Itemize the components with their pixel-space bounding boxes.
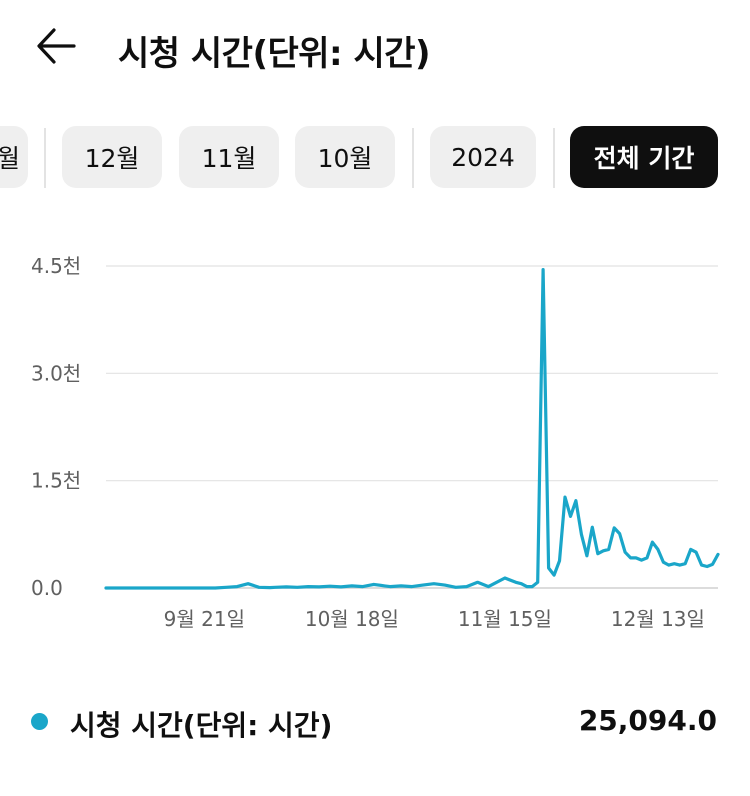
y-axis-ticks: 0.0 1.5천 3.0천 4.5천 (31, 254, 81, 600)
filter-divider (553, 128, 555, 188)
watch-time-line-chart: 0.0 1.5천 3.0천 4.5천 9월 21일 10월 18일 11월 15일 12월 … (31, 254, 720, 631)
chip-october[interactable]: 10월 (295, 126, 395, 188)
filter-divider (44, 128, 46, 188)
chart-grid (106, 265, 718, 589)
chip-all-time[interactable]: 전체 기간 (570, 126, 718, 188)
header: 시청 시간(단위: 시간) (0, 0, 750, 100)
chip-november[interactable]: 11월 (179, 126, 279, 188)
period-filter-bar: 1월 12월 11월 10월 2024 전체 기간 (0, 124, 750, 190)
arrow-left-icon (37, 28, 76, 64)
x-tick-label: 9월 21일 (164, 607, 245, 631)
x-axis-ticks: 9월 21일 10월 18일 11월 15일 12월 13일 (164, 607, 705, 631)
chip-january[interactable]: 1월 (0, 126, 28, 188)
legend-label: 시청 시간(단위: 시간) (70, 709, 333, 742)
page-title: 시청 시간(단위: 시간) (118, 34, 431, 74)
legend-total-value: 25,094.0 (578, 704, 717, 737)
y-tick-label: 4.5천 (31, 254, 81, 278)
legend-dot (31, 713, 48, 730)
x-tick-label: 10월 18일 (305, 607, 399, 631)
back-button[interactable] (32, 22, 80, 70)
filter-divider (412, 128, 414, 188)
chart-legend: 시청 시간(단위: 시간) 25,094.0 (0, 700, 750, 750)
chart-series (104, 268, 720, 590)
y-tick-label: 3.0천 (31, 361, 81, 385)
y-tick-label: 1.5천 (31, 469, 81, 493)
chip-year-2024[interactable]: 2024 (430, 126, 536, 188)
y-tick-label: 0.0 (31, 576, 63, 600)
series-line-watch-time (104, 268, 720, 590)
chip-december[interactable]: 12월 (62, 126, 162, 188)
x-tick-label: 12월 13일 (611, 607, 705, 631)
x-tick-label: 11월 15일 (458, 607, 552, 631)
